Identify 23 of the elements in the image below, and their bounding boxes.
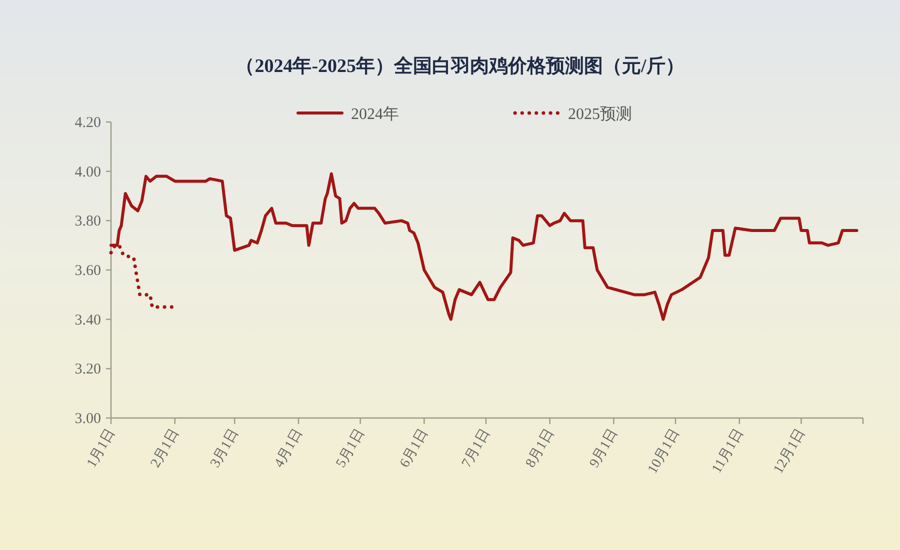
y-tick-label: 3.80 <box>74 214 101 230</box>
x-tick-label: 11月1日 <box>710 426 747 476</box>
x-tick-label: 4月1日 <box>272 426 306 470</box>
y-tick-label: 3.00 <box>74 411 101 427</box>
x-tick-label: 9月1日 <box>587 426 622 470</box>
y-tick-label: 3.40 <box>74 312 101 328</box>
chart-title: （2024年-2025年）全国白羽肉鸡价格预测图（元/斤） <box>236 55 684 77</box>
x-tick-label: 10月1日 <box>645 426 683 476</box>
legend-label: 2025预测 <box>568 106 632 123</box>
x-tick-label: 7月1日 <box>459 426 494 470</box>
x-tick-label: 1月1日 <box>84 426 118 470</box>
x-tick-label: 8月1日 <box>523 426 558 470</box>
x-tick-label: 12月1日 <box>771 426 809 476</box>
y-tick-label: 4.20 <box>74 115 101 131</box>
x-tick-label: 5月1日 <box>334 426 368 470</box>
y-tick-label: 3.20 <box>74 362 101 378</box>
line-series <box>110 172 858 321</box>
x-tick-label: 2月1日 <box>148 426 182 470</box>
legend-label: 2024年 <box>351 106 399 123</box>
x-tick-label: 6月1日 <box>398 426 432 470</box>
x-tick-label: 3月1日 <box>208 426 242 470</box>
y-tick-label: 3.60 <box>74 263 101 279</box>
y-tick-label: 4.00 <box>74 164 101 180</box>
